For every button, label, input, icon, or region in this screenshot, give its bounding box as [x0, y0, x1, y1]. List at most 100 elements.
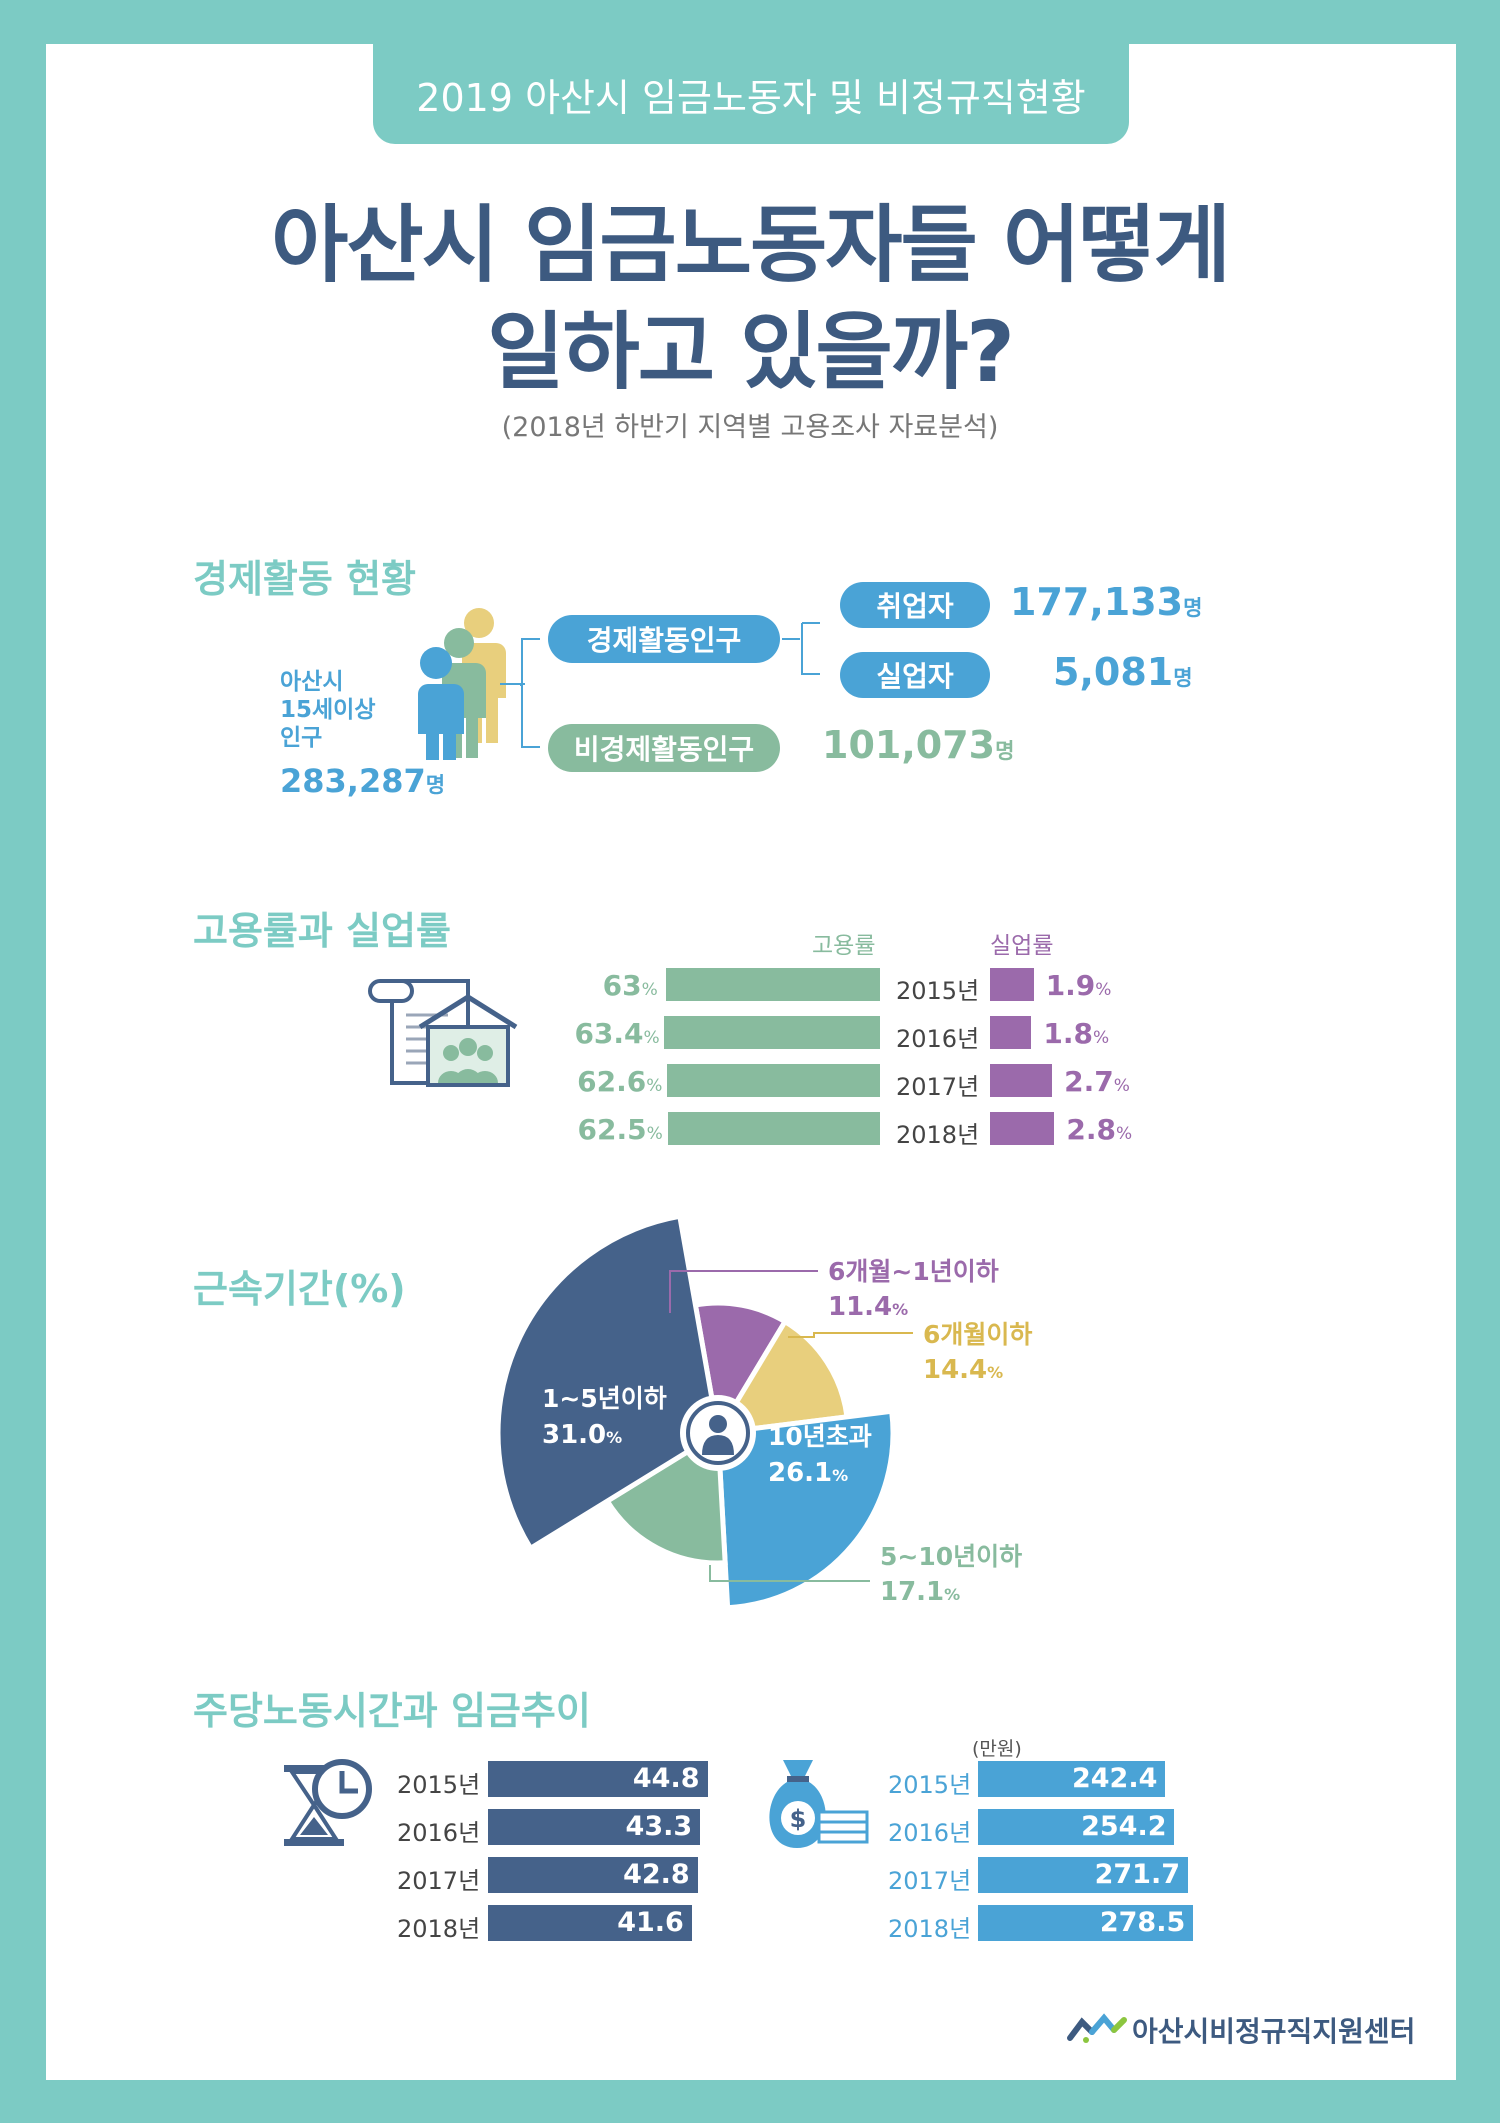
pct-sign: %	[987, 1363, 1003, 1382]
year-label: 2018년	[896, 1121, 980, 1149]
inactive-unit: 명	[995, 739, 1015, 763]
hours-bar: 44.8	[488, 1761, 708, 1797]
hourglass-clock-icon	[284, 1759, 372, 1846]
active-population-pill: 경제활동인구	[548, 615, 780, 663]
unemployment-value: 1.8	[1043, 1017, 1093, 1050]
unemployment-pct: %	[1113, 1076, 1130, 1096]
employment-bar	[667, 1064, 880, 1097]
pie-slice	[713, 1318, 850, 1437]
unemployment-pct: %	[1093, 1028, 1110, 1048]
tenure-label-5-10y: 5~10년이하	[880, 1542, 1022, 1571]
unemployment-value: 2.8	[1066, 1113, 1116, 1146]
employment-pct: %	[641, 980, 658, 1000]
tenure-label-1-5y: 1~5년이하	[542, 1384, 667, 1413]
unemployment-pct: %	[1116, 1124, 1133, 1144]
pie-leader-line	[669, 1270, 818, 1313]
population-label: 아산시 15세이상 인구	[280, 668, 376, 752]
wage-unit-label: (만원)	[972, 1738, 1022, 1760]
employment-value-label: 63%	[576, 969, 658, 1002]
employment-bar	[665, 968, 880, 1001]
pct-sign: %	[944, 1585, 960, 1604]
employment-bar	[664, 1016, 880, 1049]
unemployment-value-label: 1.9%	[1046, 969, 1112, 1002]
wage-value: 271.7	[1094, 1859, 1181, 1890]
worker-icon-body	[702, 1435, 734, 1455]
wage-bar: 278.5	[978, 1905, 1194, 1941]
employment-pct: %	[643, 1028, 660, 1048]
population-unit: 명	[425, 773, 446, 797]
tenure-value-6m-1y: 11.4%	[828, 1292, 908, 1322]
unemployed-value: 5,081	[1053, 650, 1174, 694]
pct-sign: %	[892, 1300, 908, 1319]
top-banner: 2019 아산시 임금노동자 및 비정규직현황	[373, 44, 1129, 144]
hours-value: 41.6	[617, 1907, 684, 1938]
year-label: 2015년	[896, 977, 980, 1005]
hours-bar: 41.6	[488, 1905, 692, 1941]
inactive-count: 101,073명	[822, 723, 1014, 767]
population-label-line1: 아산시	[280, 669, 344, 695]
inactive-population-pill: 비경제활동인구	[548, 724, 780, 772]
employment-rate-header: 고용률	[812, 933, 876, 959]
unemployment-value: 1.9	[1045, 969, 1096, 1002]
hours-bar: 42.8	[488, 1857, 698, 1893]
hours-year-label: 2018년	[397, 1915, 481, 1943]
unemployed-unit: 명	[1173, 666, 1193, 690]
svg-text:$: $	[790, 1805, 807, 1833]
wage-year-label: 2015년	[888, 1771, 972, 1799]
pie-slice	[495, 1213, 721, 1552]
wage-year-label: 2017년	[888, 1867, 972, 1895]
hours-value: 44.8	[632, 1763, 700, 1794]
employment-value: 63.4	[574, 1017, 644, 1050]
house-document-icon	[368, 979, 518, 1087]
unemployment-rate-header: 실업률	[990, 933, 1054, 959]
pie-leader-line	[788, 1332, 913, 1338]
unemployment-pct: %	[1095, 980, 1112, 1000]
people-icon	[418, 608, 506, 760]
employed-unit: 명	[1183, 596, 1203, 620]
section-title-hours-wage: 주당노동시간과 임금추이	[193, 1689, 591, 1733]
employed-count: 177,133명	[1010, 580, 1202, 624]
tenure-label-6m-1y: 6개월~1년이하	[828, 1257, 999, 1286]
wage-bar: 254.2	[978, 1809, 1175, 1845]
wage-value: 242.4	[1071, 1763, 1158, 1794]
year-label: 2016년	[896, 1025, 980, 1053]
population-total: 283,287명	[280, 762, 445, 800]
page-title-line1: 아산시 임금노동자들 어떻게	[271, 196, 1231, 294]
unemployment-bar	[990, 1016, 1032, 1049]
pct-sign: %	[832, 1466, 848, 1485]
pie-leader-line	[709, 1565, 870, 1582]
card-background	[46, 44, 1456, 2080]
year-label: 2017년	[896, 1073, 980, 1101]
wage-year-label: 2016년	[888, 1819, 972, 1847]
section-title-rates: 고용률과 실업률	[193, 909, 451, 953]
page-subtitle: (2018년 하반기 지역별 고용조사 자료분석)	[501, 412, 999, 443]
population-label-line2: 15세이상	[280, 697, 376, 723]
hours-year-label: 2016년	[397, 1819, 481, 1847]
economic-bracket-lines	[520, 622, 820, 748]
tenure-value-under-6m: 14.4%	[923, 1355, 1003, 1385]
inactive-value: 101,073	[822, 723, 996, 767]
hours-bar: 43.3	[488, 1809, 701, 1845]
money-bag-icon: $	[769, 1760, 869, 1848]
unemployment-bar	[990, 968, 1034, 1001]
employment-value: 63	[602, 969, 642, 1002]
unemployment-bar	[990, 1112, 1055, 1145]
worker-icon-ring	[686, 1401, 750, 1465]
wage-year-label: 2018년	[888, 1915, 972, 1943]
tenure-label-over-10y: 10년초과	[768, 1422, 872, 1451]
unemployment-value-label: 1.8%	[1043, 1017, 1109, 1050]
pie-slice	[603, 1428, 728, 1566]
tenure-label-under-6m: 6개월이하	[923, 1320, 1032, 1349]
tenure-value-5-10y: 17.1%	[880, 1577, 960, 1607]
employment-value-label: 62.5%	[578, 1113, 663, 1146]
unemployment-value-label: 2.7%	[1064, 1065, 1130, 1098]
hours-year-label: 2015년	[397, 1771, 481, 1799]
wage-value: 254.2	[1081, 1811, 1167, 1842]
employed-pill: 취업자	[840, 582, 990, 628]
employment-pct: %	[646, 1076, 663, 1096]
hours-value: 42.8	[623, 1859, 690, 1890]
population-label-line3: 인구	[280, 725, 323, 751]
unemployed-count: 5,081명	[1053, 650, 1193, 694]
section-title-tenure: 근속기간(%)	[193, 1267, 406, 1311]
